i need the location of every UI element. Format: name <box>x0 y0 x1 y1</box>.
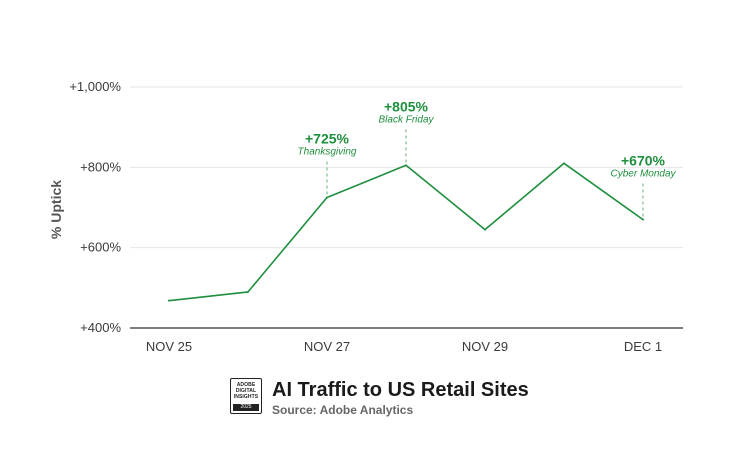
data-point <box>405 164 407 167</box>
series-line <box>168 162 644 302</box>
chart-title: AI Traffic to US Retail Sites <box>272 379 529 401</box>
data-point <box>247 290 249 293</box>
chart-footer: ADOBE DIGITAL INSIGHTS 2025 AI Traffic t… <box>230 378 529 418</box>
annotation-label: Cyber Monday <box>610 169 676 180</box>
x-tick-label: NOV 29 <box>462 339 508 354</box>
badge-year: 2025 <box>233 404 259 411</box>
adobe-digital-insights-badge: ADOBE DIGITAL INSIGHTS 2025 <box>230 378 262 414</box>
y-axis-title: % Uptick <box>48 180 64 239</box>
annotation-value: +725% <box>305 130 350 146</box>
data-point <box>168 299 170 302</box>
data-point <box>642 218 644 221</box>
badge-line: INSIGHTS <box>233 394 259 400</box>
x-tick-label: DEC 1 <box>624 339 662 354</box>
chart-titles: AI Traffic to US Retail Sites Source: Ad… <box>272 378 529 418</box>
annotation-value: +805% <box>384 98 429 114</box>
badge-line: DIGITAL <box>235 388 257 394</box>
data-point <box>326 196 328 199</box>
x-tick-label: NOV 25 <box>146 339 192 354</box>
badge-line: ADOBE <box>236 382 256 388</box>
annotation-value: +670% <box>621 153 666 169</box>
y-tick-label: +600% <box>80 240 121 255</box>
annotation-label: Thanksgiving <box>298 146 357 157</box>
chart-source: Source: Adobe Analytics <box>272 403 414 417</box>
data-point <box>563 162 565 165</box>
data-point <box>484 228 486 231</box>
x-tick-label: NOV 27 <box>304 339 350 354</box>
y-tick-label: +1,000% <box>69 79 121 94</box>
y-tick-label: +400% <box>80 320 121 335</box>
annotation-label: Black Friday <box>378 114 434 125</box>
y-tick-label: +800% <box>80 159 121 174</box>
